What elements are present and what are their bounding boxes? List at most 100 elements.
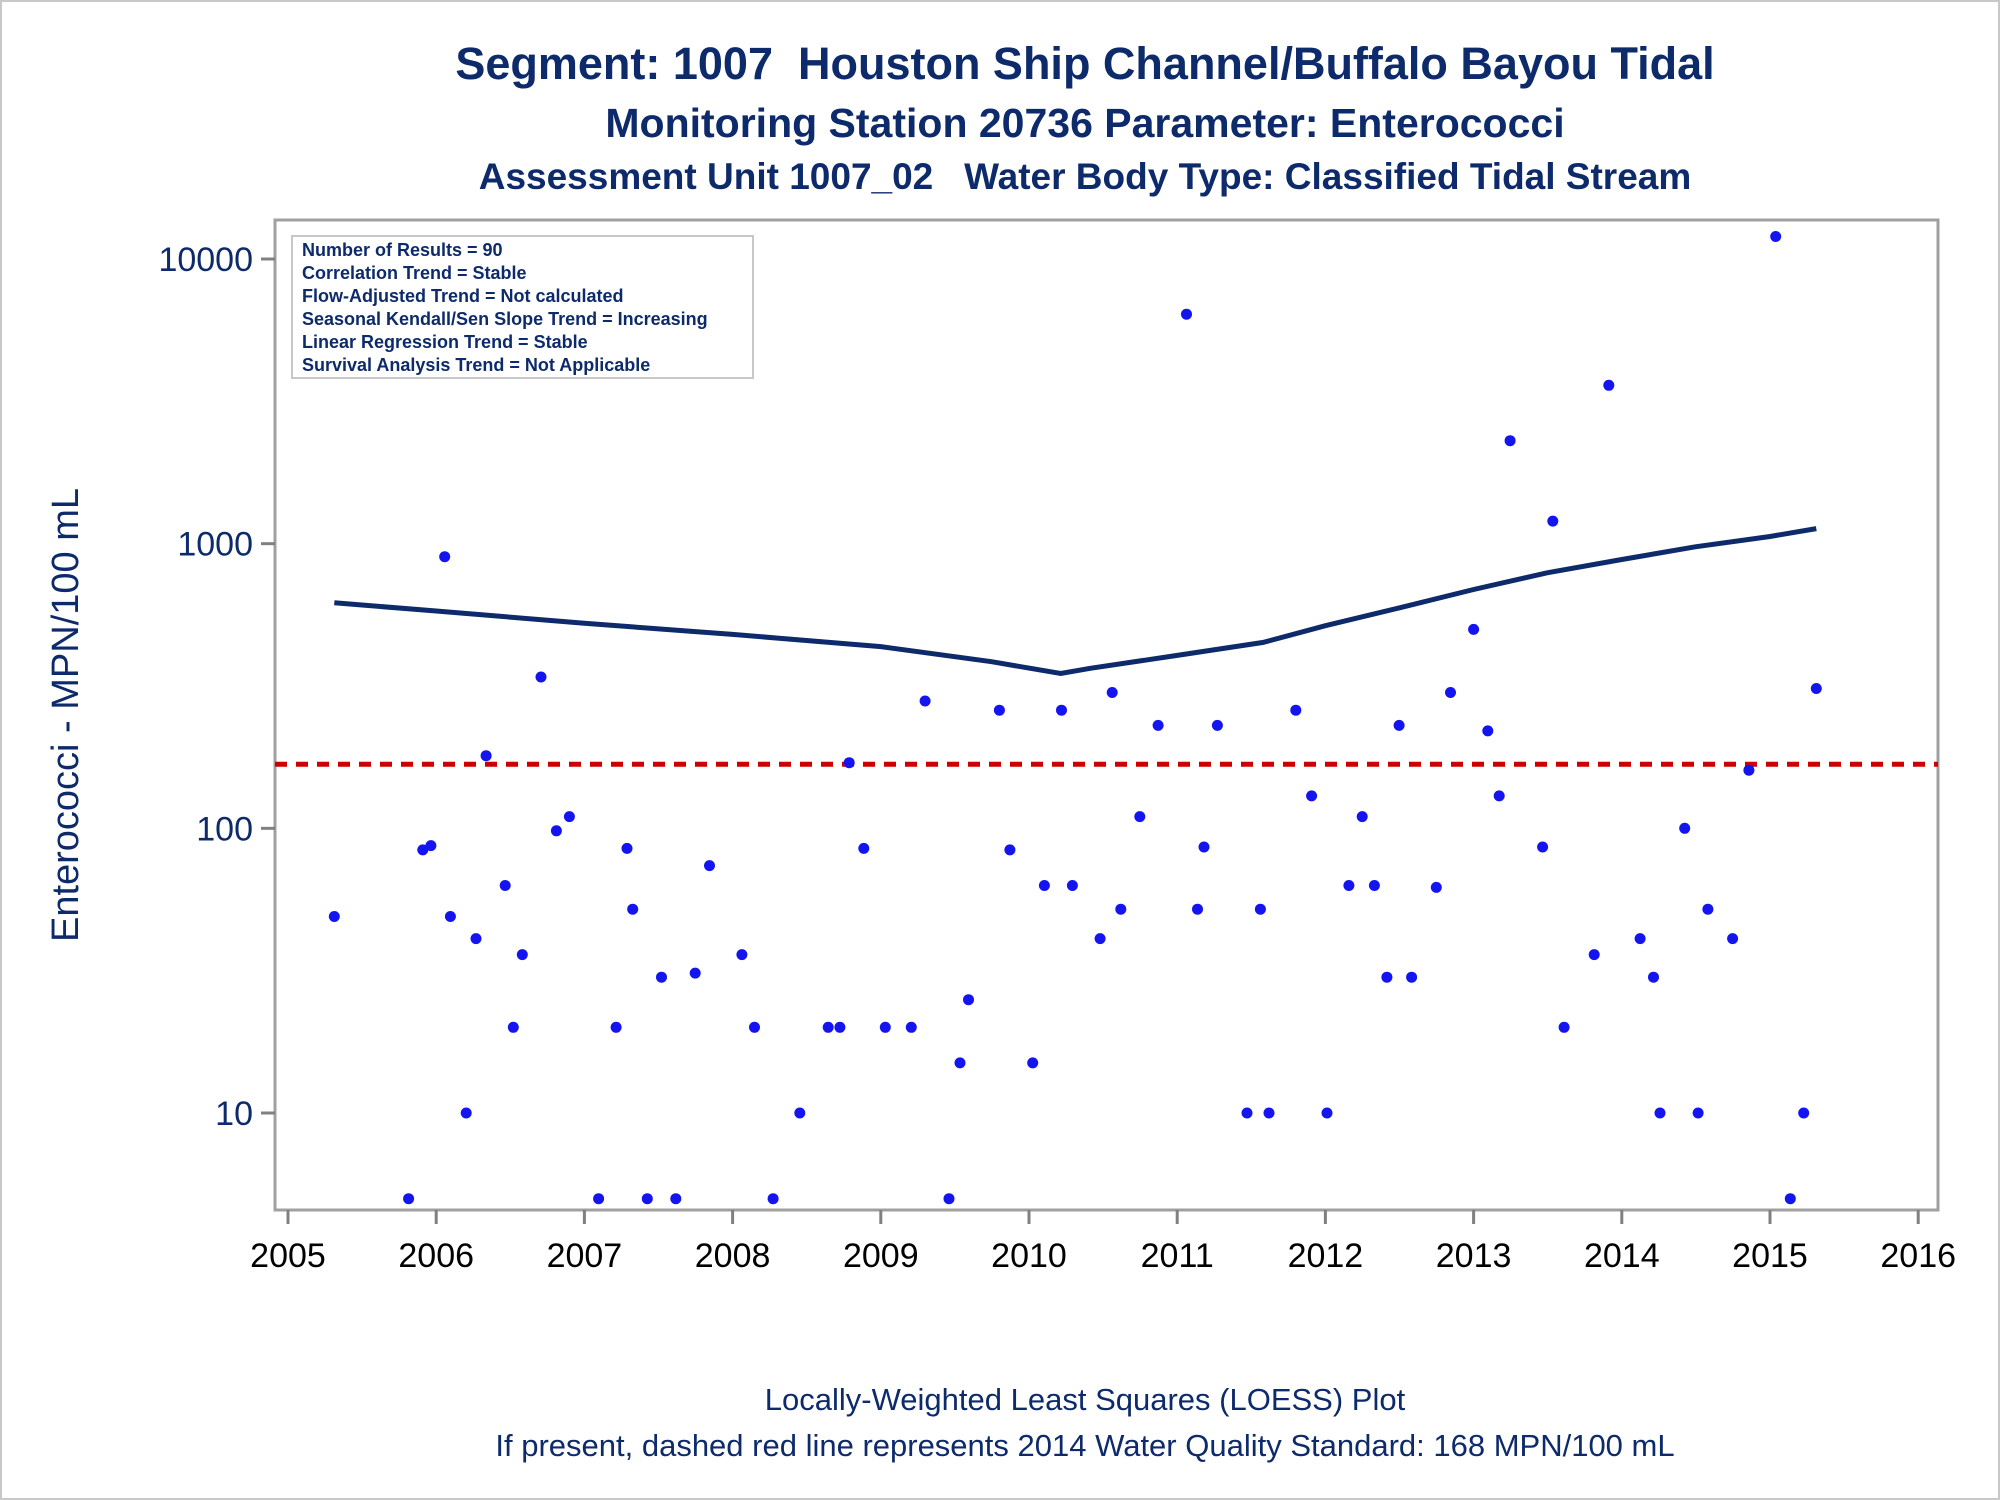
data-point [1588,949,1600,961]
data-point [1743,764,1755,776]
data-point [689,967,701,979]
data-point [507,1021,519,1033]
data-point [563,811,575,823]
data-point [1056,704,1067,716]
data-point [593,1193,605,1205]
data-point [1106,687,1118,698]
data-point [1547,515,1559,527]
x-tick-label: 2012 [1288,1237,1364,1275]
x-tick-label: 2006 [398,1237,474,1275]
data-point [1702,903,1714,915]
data-point [858,842,870,854]
legend-seasonal-kendall-trend: Seasonal Kendall/Sen Slope Trend = Incre… [302,309,708,329]
data-point [670,1193,682,1205]
data-point [1798,1107,1810,1119]
data-point [1115,903,1127,915]
data-point [610,1021,622,1033]
data-point [1038,880,1050,891]
data-point [1784,1193,1796,1205]
x-tick-label: 2008 [695,1237,771,1275]
data-point [1027,1057,1039,1069]
data-point [1368,880,1380,891]
y-axis-title: Enterococci - MPN/100 mL [45,488,87,942]
data-point [621,842,633,854]
data-point [993,704,1005,716]
data-point [641,1193,653,1205]
y-axis: 10 100 1000 10000 [158,241,275,1133]
data-point [460,1107,472,1119]
data-point [1211,719,1223,731]
x-tick-label: 2013 [1436,1237,1512,1275]
data-point [943,1193,955,1205]
data-point [1198,841,1210,853]
data-point [905,1021,917,1033]
chart-title: Segment: 1007 Houston Ship Channel/Buffa… [455,38,1715,89]
data-point [954,1057,966,1069]
footer-loess-note: Locally-Weighted Least Squares (LOESS) P… [764,1382,1406,1417]
data-point [1004,844,1016,856]
legend-linear-regression-trend: Linear Regression Trend = Stable [302,332,588,352]
data-point [1192,903,1203,915]
y-tick-label: 10000 [158,241,253,279]
data-point [470,933,482,945]
footer-standard-note: If present, dashed red line represents 2… [495,1428,1675,1463]
data-point [834,1021,846,1033]
data-point [1343,880,1355,891]
data-point [767,1193,779,1205]
x-tick-label: 2011 [1141,1237,1214,1275]
data-point [1381,971,1393,983]
data-point [550,825,562,837]
loess-curve [334,526,1817,677]
legend-flow-adjusted-trend: Flow-Adjusted Trend = Not calculated [302,286,624,306]
x-tick-label: 2015 [1732,1237,1808,1275]
data-point [879,1021,891,1033]
legend-number-of-results: Number of Results = 90 [302,240,503,260]
data-point [1504,435,1516,447]
data-point [963,994,974,1006]
data-point [1537,841,1549,853]
legend-box [291,235,754,379]
data-point [843,757,855,769]
data-point [1152,719,1164,731]
plot-area [273,218,1940,1212]
data-point [1692,1107,1704,1119]
data-point [656,971,667,983]
data-point [704,860,715,872]
legend-survival-analysis-trend: Survival Analysis Trend = Not Applicable [302,355,650,375]
legend-correlation-trend: Correlation Trend = Stable [302,263,527,283]
data-point [1290,704,1302,716]
data-points [328,231,1822,1205]
data-point [1356,811,1368,823]
x-axis: 2005 2006 2007 2008 2009 2010 2011 2012 2013 2014… [250,1210,1956,1275]
data-point [749,1021,760,1033]
data-point [1770,231,1782,242]
data-point [480,750,492,762]
data-point [1254,903,1266,915]
data-point [499,880,511,891]
data-point [1654,1107,1666,1119]
x-tick-label: 2014 [1584,1237,1660,1275]
data-point [1406,971,1418,983]
data-point [736,949,748,961]
data-point [425,840,437,852]
data-point [444,911,456,922]
data-point [1679,822,1691,834]
x-tick-label: 2007 [547,1237,623,1275]
data-point [439,551,451,563]
data-point [1648,971,1659,983]
data-point [1066,880,1078,891]
data-point [627,903,639,915]
data-point [403,1193,415,1205]
data-point [535,671,547,683]
data-point [1468,623,1480,635]
x-tick-label: 2005 [250,1237,326,1275]
data-point [1181,308,1192,320]
data-point [1306,790,1318,802]
data-point [1430,881,1442,893]
data-point [1445,687,1456,698]
data-point [1241,1107,1253,1119]
x-tick-label: 2010 [991,1237,1067,1275]
data-point [1094,933,1106,945]
data-point [822,1021,834,1033]
